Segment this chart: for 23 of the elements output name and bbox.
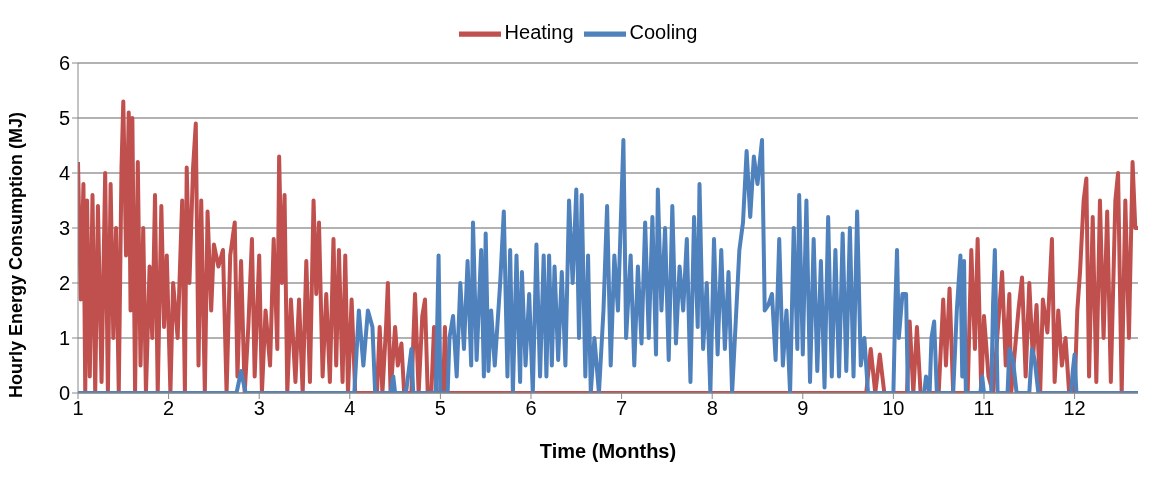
y-axis-title: Hourly Energy Consumption (MJ)	[6, 111, 27, 398]
x-tick-label: 1	[72, 397, 84, 420]
x-tick-label: 12	[1063, 397, 1086, 420]
y-tick-label: 3	[58, 217, 70, 240]
x-tick-label: 5	[434, 397, 446, 420]
x-tick-label: 4	[344, 397, 356, 420]
y-tick-label: 4	[58, 162, 70, 185]
x-tick-label: 8	[706, 397, 718, 420]
x-tick-label: 10	[882, 397, 905, 420]
x-tick-label: 2	[163, 397, 175, 420]
x-tick-label: 7	[616, 397, 628, 420]
y-tick-label: 5	[58, 107, 70, 130]
y-tick-label: 0	[58, 382, 70, 405]
y-tick-label: 2	[58, 272, 70, 295]
legend-label: Cooling	[629, 21, 698, 44]
x-axis-title: Time (Months)	[539, 440, 677, 462]
x-tick-label: 11	[973, 397, 995, 420]
y-tick-label: 1	[58, 327, 70, 350]
legend-label: Heating	[504, 21, 574, 44]
x-tick-label: 3	[253, 397, 265, 420]
x-tick-label: 6	[525, 397, 537, 420]
x-tick-label: 9	[797, 397, 809, 420]
y-tick-label: 6	[58, 52, 70, 75]
